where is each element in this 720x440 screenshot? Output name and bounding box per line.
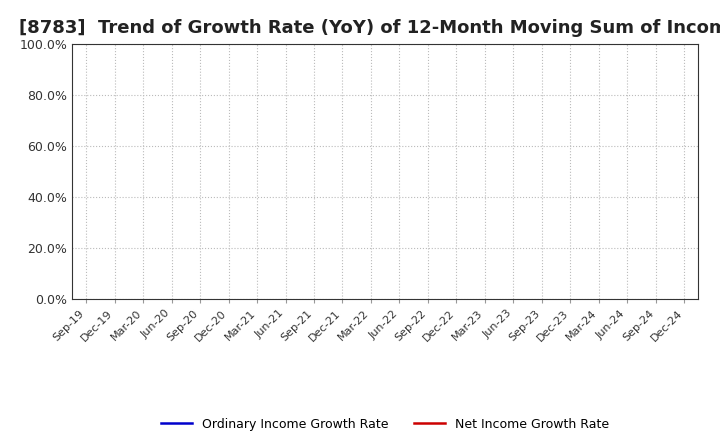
Legend: Ordinary Income Growth Rate, Net Income Growth Rate: Ordinary Income Growth Rate, Net Income … bbox=[156, 413, 614, 436]
Title: [8783]  Trend of Growth Rate (YoY) of 12-Month Moving Sum of Incomes: [8783] Trend of Growth Rate (YoY) of 12-… bbox=[19, 19, 720, 37]
